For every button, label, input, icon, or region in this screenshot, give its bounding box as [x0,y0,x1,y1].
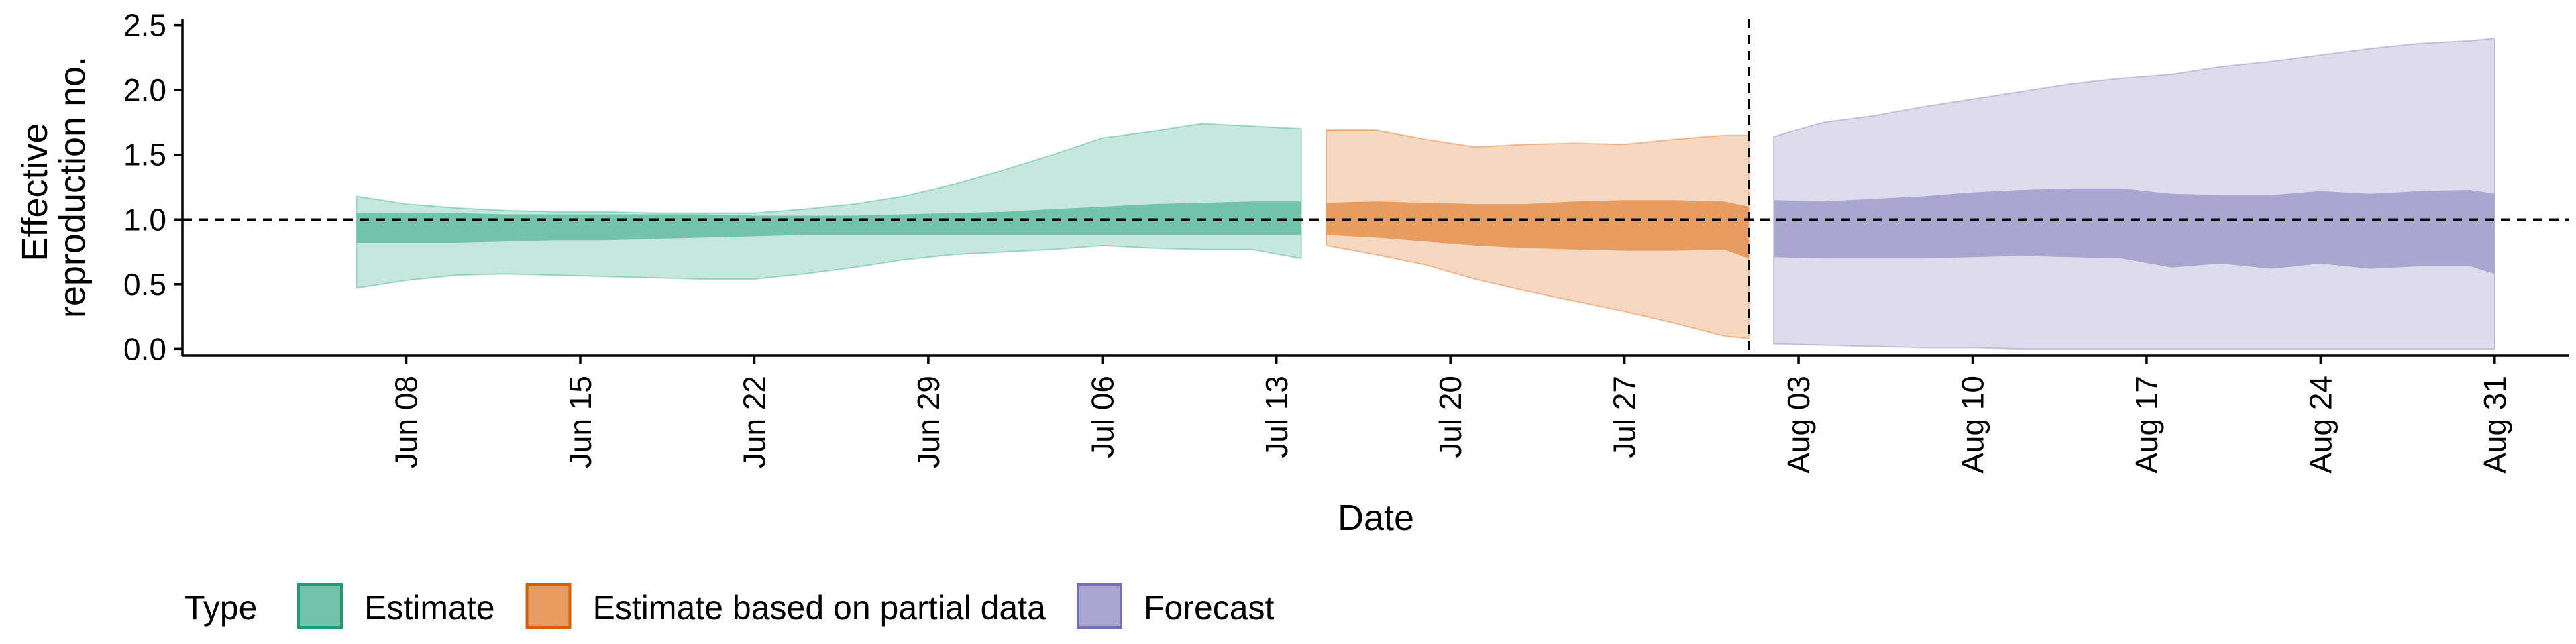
legend-label-estimate: Estimate [364,589,495,627]
legend-label-estimate-based-on-partial-data: Estimate based on partial data [593,589,1046,627]
legend-key-estimate-based-on-partial-data [525,583,572,629]
y-axis-title-line-1: Effective [15,123,55,261]
band-inner-estimate-based-on-partial-data [1326,200,1749,259]
band-inner-estimate [356,201,1301,243]
reference-lines [182,19,2569,356]
band-inner-forecast [1774,188,2495,274]
x-tick-label: Jul 13 [1259,376,1294,458]
y-tick-label: 0.5 [123,267,166,302]
band-outer-estimate [356,123,1302,289]
y-tick-label: 1.0 [123,202,166,237]
x-tick-label: Aug 31 [2477,376,2512,474]
x-tick-label: Jun 29 [911,376,946,468]
legend: Type Estimate Estimate based on partial d… [184,583,1275,629]
legend-key-forecast [1076,583,1122,629]
x-tick-label: Aug 03 [1781,376,1816,474]
series-bands [356,37,2496,350]
legend-title: Type [184,589,257,627]
x-tick-label: Jun 22 [737,376,771,468]
x-tick-label: Aug 10 [1955,376,1990,474]
x-tick-label: Jul 06 [1085,376,1120,458]
x-tick-label: Jul 27 [1607,376,1642,458]
y-tick-label: 2.0 [123,72,166,107]
y-tick-label: 1.5 [123,138,166,172]
x-tick-label: Aug 17 [2129,376,2164,474]
legend-label-forecast: Forecast [1144,589,1275,627]
x-tick-label: Jun 08 [389,376,424,468]
y-axis-title: Effective reproduction no. [15,56,93,318]
legend-key-estimate [297,583,343,629]
x-axis-ticks: Jun 08 Jun 15 Jun 22 Jun 29 Jul 06 Jul 13 Jul … [389,356,2512,474]
y-axis-title-line-2: reproduction no. [52,56,93,318]
x-tick-label: Jun 15 [563,376,598,468]
y-tick-label: 2.5 [123,8,166,43]
x-tick-label: Jul 20 [1433,376,1468,458]
x-axis-title: Date [1338,498,1414,538]
y-axis-ticks: 0.0 0.5 1.0 1.5 2.0 2.5 [123,8,182,366]
y-tick-label: 0.0 [123,331,166,366]
x-tick-label: Aug 24 [2303,376,2338,474]
